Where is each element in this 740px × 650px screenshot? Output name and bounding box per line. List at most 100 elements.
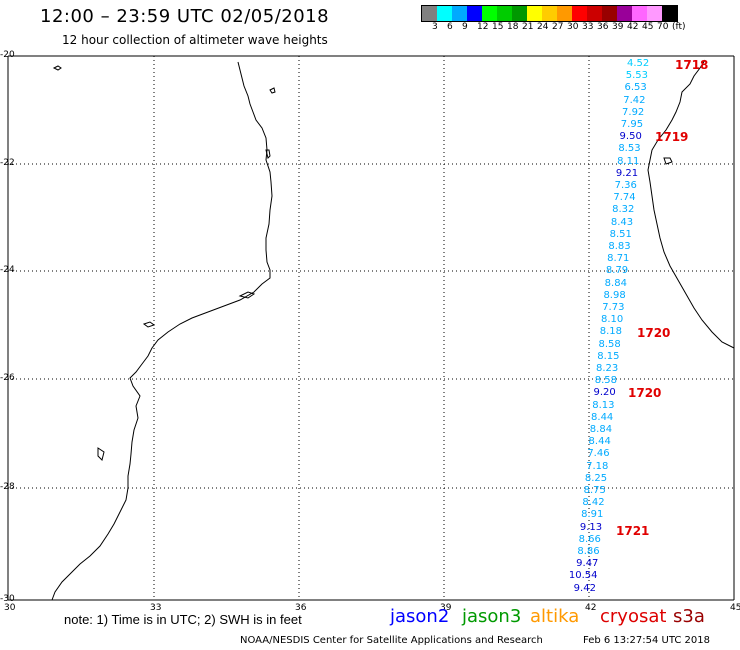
wave-height-value: 9.20 [593, 387, 616, 399]
wave-height-value: 7.92 [622, 106, 645, 118]
wave-height-value: 8.84 [589, 424, 613, 435]
wave-height-value: 10.54 [568, 570, 598, 582]
island-7 [663, 157, 673, 165]
island-4 [238, 291, 256, 299]
wave-height-value: 6.53 [624, 82, 647, 94]
wave-height-value: 9.21 [615, 167, 639, 179]
credit-text: NOAA/NESDIS Center for Satellite Applica… [240, 635, 543, 646]
legend-swatch [602, 6, 617, 21]
satellite-cryosat: cryosat [600, 606, 667, 627]
wave-height-value: 4.52 [627, 58, 650, 69]
legend-label: 24 [537, 22, 549, 32]
legend-label: 3 [432, 22, 438, 32]
wave-height-value: 8.91 [581, 509, 604, 521]
longitude-label: 39 [440, 603, 452, 613]
legend-label: 42 [627, 22, 639, 32]
pass-time-label: 1720 [628, 386, 662, 400]
pass-time-label: 1721 [616, 524, 650, 538]
wave-height-value: 8.58 [594, 375, 618, 387]
legend-unit: (ft) [672, 22, 686, 32]
wave-height-value: 7.42 [623, 94, 646, 106]
legend-label: 33 [582, 22, 594, 32]
longitude-label: 36 [295, 603, 307, 613]
latitude-label: -24 [0, 265, 15, 275]
legend-swatch [662, 6, 677, 21]
satellite-s3a: s3a [673, 606, 705, 627]
wave-height-value: 7.74 [613, 192, 636, 204]
footer-note: note: 1) Time is in UTC; 2) SWH is in fe… [64, 612, 302, 627]
coastline-madagascar [647, 59, 735, 349]
longitude-label: 45 [730, 603, 740, 613]
legend-swatch [497, 6, 512, 21]
lat-lon-grid [7, 55, 735, 601]
map-subtitle: 12 hour collection of altimeter wave hei… [62, 33, 328, 47]
legend-swatch [542, 6, 557, 21]
longitude-label: 42 [585, 603, 597, 613]
wave-height-value: 5.53 [625, 70, 649, 82]
coastline-africa [51, 61, 273, 601]
legend-label: 30 [567, 22, 579, 32]
wave-height-value: 7.73 [602, 302, 625, 313]
wave-height-value: 8.84 [604, 277, 627, 289]
wave-height-value: 8.44 [591, 411, 614, 423]
legend-label: 45 [642, 22, 654, 32]
legend-label: 6 [447, 22, 453, 32]
legend-label: 12 [477, 22, 489, 32]
legend-label: 36 [597, 22, 609, 32]
island-2 [269, 87, 276, 94]
legend-swatch [422, 6, 437, 21]
legend-swatch [512, 6, 527, 21]
legend-label: 39 [612, 22, 624, 32]
wave-height-value: 9.50 [619, 131, 642, 143]
wave-height-value: 8.15 [597, 350, 620, 362]
wave-height-value: 8.13 [592, 399, 615, 411]
wave-height-value: 8.53 [618, 143, 641, 155]
wave-height-value: 8.75 [583, 485, 606, 496]
legend-swatch [557, 6, 572, 21]
island-1 [52, 65, 62, 71]
island-3 [265, 149, 271, 159]
islands [52, 65, 673, 461]
wave-height-value: 8.25 [584, 472, 608, 484]
legend-label: 27 [552, 22, 564, 32]
wave-height-value: 8.66 [578, 533, 601, 545]
wave-height-value: 9.42 [573, 582, 596, 594]
legend-swatch [527, 6, 542, 21]
wave-height-value: 7.95 [620, 119, 644, 130]
wave-height-value: 8.71 [607, 253, 630, 265]
wave-height-value: 9.47 [576, 558, 599, 570]
map-title: 12:00 – 23:59 UTC 02/05/2018 [40, 6, 330, 27]
wave-height-value: 8.51 [609, 228, 632, 240]
longitude-label: 33 [150, 603, 162, 613]
wave-height-value: 8.83 [608, 241, 631, 252]
wave-height-value: 8.10 [600, 314, 624, 326]
satellite-jason3: jason3 [462, 606, 522, 627]
legend-swatch [452, 6, 467, 21]
legend-swatch [647, 6, 662, 21]
generation-timestamp: Feb 6 13:27:54 UTC 2018 [583, 635, 710, 646]
wave-height-value: 7.46 [587, 448, 610, 460]
wave-height-value: 8.23 [596, 363, 619, 374]
latitude-label: -20 [0, 50, 15, 60]
wave-height-value: 8.43 [610, 216, 634, 228]
legend-label: 18 [507, 22, 519, 32]
satellite-jason2: jason2 [390, 606, 450, 627]
island-6 [97, 447, 105, 461]
pass-time-label: 1718 [675, 58, 709, 72]
wave-height-value: 8.58 [598, 338, 621, 350]
wave-height-value: 8.18 [599, 326, 622, 338]
latitude-label: -28 [0, 482, 15, 492]
legend-swatch [587, 6, 602, 21]
legend-label: 21 [522, 22, 534, 32]
color-scale-legend [421, 5, 678, 22]
legend-swatch [632, 6, 647, 21]
legend-label: 15 [492, 22, 504, 32]
wave-height-value: 7.36 [614, 180, 637, 191]
latitude-label: -26 [0, 373, 15, 383]
latitude-label: -30 [0, 594, 15, 604]
satellite-altika: altika [530, 606, 580, 627]
longitude-label: 30 [4, 603, 16, 613]
legend-swatch [482, 6, 497, 21]
legend-swatch [437, 6, 452, 21]
